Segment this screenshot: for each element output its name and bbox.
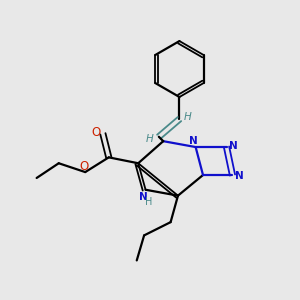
Text: N: N	[235, 172, 243, 182]
Text: H: H	[145, 196, 152, 206]
Text: N: N	[229, 141, 237, 151]
Text: O: O	[91, 126, 100, 139]
Text: H: H	[146, 134, 154, 144]
Text: N: N	[189, 136, 198, 146]
Text: H: H	[184, 112, 192, 122]
Text: O: O	[79, 160, 88, 173]
Text: N: N	[139, 192, 148, 202]
